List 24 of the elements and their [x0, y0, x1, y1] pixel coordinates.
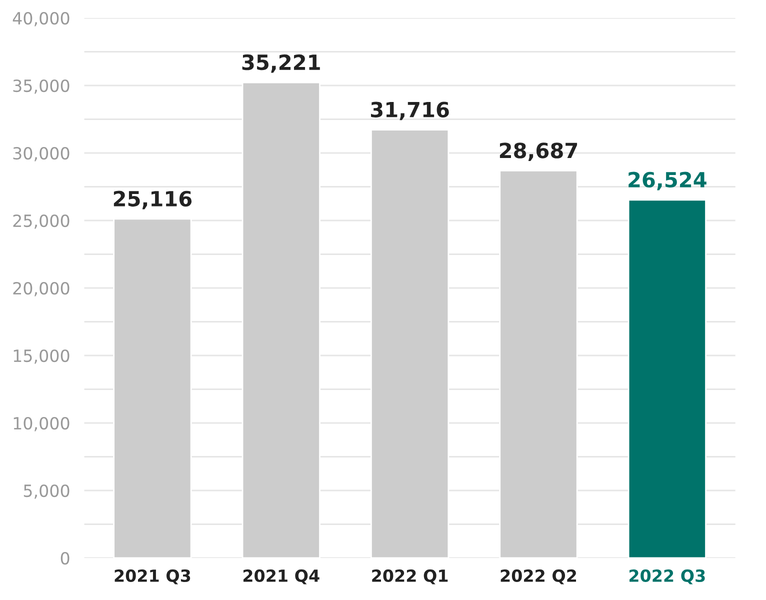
x-tick-label: 2021 Q4	[243, 569, 320, 584]
data-label: 31,716	[371, 102, 449, 120]
bar	[113, 218, 192, 558]
x-tick-label: 2022 Q3	[630, 569, 705, 584]
y-tick-label: 25,000	[13, 214, 70, 229]
bar	[499, 170, 578, 558]
data-label: 26,524	[628, 172, 706, 190]
data-label: 25,116	[114, 190, 192, 210]
bar	[628, 199, 706, 558]
x-tick-label: 2022 Q1	[372, 569, 448, 584]
y-tick-label: 30,000	[13, 146, 70, 162]
bar	[370, 129, 450, 558]
y-tick-label: 40,000	[12, 12, 70, 26]
data-label: 35,221	[242, 54, 320, 73]
y-tick-label: 0	[60, 552, 70, 565]
x-tick-label: 2022 Q2	[500, 569, 576, 584]
data-label: 28,687	[500, 142, 578, 162]
y-tick-label: 20,000	[13, 282, 70, 296]
y-tick-label: 15,000	[14, 349, 70, 364]
y-tick-label: 35,000	[13, 79, 70, 94]
bar	[242, 82, 320, 558]
y-tick-label: 5,000	[24, 484, 70, 499]
y-tick-label: 10,000	[14, 416, 70, 432]
x-tick-label: 2021 Q3	[114, 569, 190, 584]
